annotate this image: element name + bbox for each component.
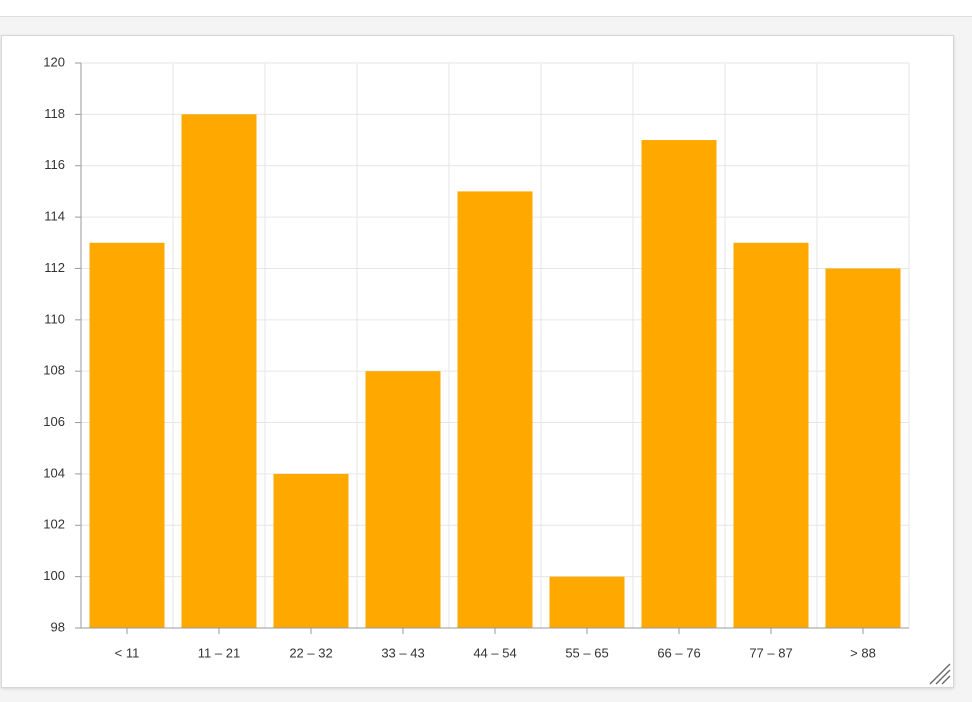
x-tick-label: < 11 (115, 645, 140, 660)
y-tick-label: 110 (44, 311, 65, 326)
y-tick-label: 102 (43, 517, 65, 532)
bar (89, 242, 165, 629)
x-tick-label: 66 – 76 (657, 645, 700, 660)
x-tick-label: 11 – 21 (198, 645, 240, 660)
y-tick-label: 118 (44, 106, 65, 121)
bar (181, 114, 257, 628)
bar (273, 473, 349, 628)
y-tick-label: 98 (51, 619, 65, 634)
y-tick-label: 114 (44, 209, 65, 224)
y-tick-label: 100 (43, 568, 65, 583)
bar (825, 268, 901, 628)
x-tick-label: 44 – 54 (473, 645, 516, 660)
y-tick-label: 116 (44, 157, 65, 172)
x-tick-label: 55 – 65 (565, 645, 608, 660)
x-tick-label: > 88 (850, 645, 876, 660)
x-tick-label: 33 – 43 (381, 645, 424, 660)
y-tick-label: 120 (43, 54, 65, 69)
x-tick-label: 22 – 32 (289, 645, 332, 660)
bar (457, 191, 533, 628)
y-tick-label: 104 (43, 465, 65, 480)
y-tick-label: 112 (44, 260, 65, 275)
bar (365, 371, 441, 628)
bar (733, 242, 809, 629)
bar (549, 576, 625, 628)
top-bar (0, 0, 972, 17)
y-tick-label: 106 (43, 414, 65, 429)
resize-handle[interactable] (929, 663, 951, 685)
x-tick-label: 77 – 87 (749, 645, 792, 660)
y-tick-label: 108 (43, 363, 65, 378)
bar (641, 140, 717, 628)
